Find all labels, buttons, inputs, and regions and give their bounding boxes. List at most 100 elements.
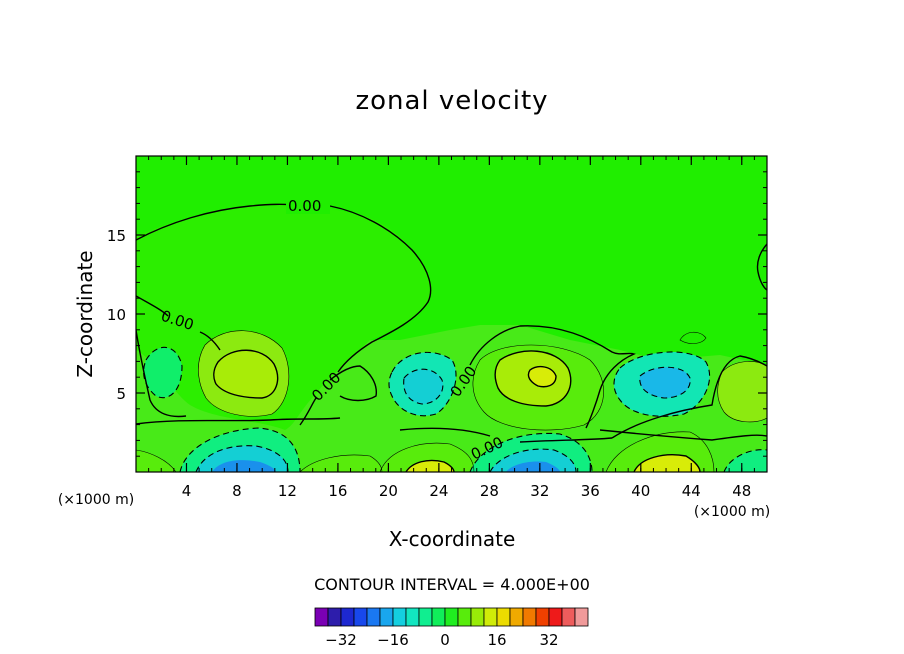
plot-area: 0.00 0.00 0.00 0.00 0.00 — [136, 156, 767, 472]
contour-line — [494, 350, 572, 407]
colorbar-swatch — [457, 607, 472, 627]
colorbar-swatch — [405, 607, 420, 627]
colorbar: −32 −16 0 16 32 — [314, 607, 589, 649]
feature-region — [403, 369, 443, 404]
contour-line — [639, 366, 691, 399]
contour-line — [472, 344, 604, 431]
colorbar-swatch — [353, 607, 368, 627]
contour-line — [723, 449, 767, 472]
feature-region — [380, 443, 474, 472]
feature-region — [143, 347, 182, 398]
zero-contour — [199, 331, 221, 351]
zero-contour — [469, 325, 636, 429]
colorbar-tick-label: −32 — [325, 631, 357, 649]
colorbar-swatch — [483, 607, 498, 627]
zero-contour — [136, 417, 341, 425]
colorbar-tick-label: 0 — [440, 631, 450, 649]
chart-title: zonal velocity — [355, 86, 549, 116]
contour-line — [605, 431, 715, 472]
thin-contours — [136, 330, 767, 472]
contour-line — [388, 351, 457, 417]
contour-line — [213, 349, 279, 399]
colorbar-tick-label: −16 — [377, 631, 409, 649]
zero-contour — [399, 427, 491, 437]
zero-contour — [329, 365, 377, 402]
feature-region — [717, 361, 767, 422]
colorbar-swatch — [392, 607, 407, 627]
x-unit-label: (×1000 m) — [694, 504, 770, 520]
contour-line — [179, 427, 301, 472]
colorbar-swatch — [379, 607, 394, 627]
x-tick-label: 28 — [480, 482, 499, 500]
contour-line — [613, 351, 711, 417]
feature-region — [724, 449, 767, 472]
colorbar-swatch — [418, 607, 433, 627]
zero-contour — [519, 437, 613, 443]
colorbar-swatch — [470, 607, 485, 627]
contour-line — [527, 365, 557, 388]
contour-line — [469, 432, 593, 472]
feature-region — [212, 460, 276, 472]
zero-contour — [329, 205, 432, 373]
feature-region — [528, 366, 556, 387]
colorbar-swatch — [509, 607, 524, 627]
zero-contour — [756, 243, 767, 291]
contour-label: 0.00 — [288, 197, 321, 215]
x-tick-label: 32 — [530, 482, 549, 500]
x-tick-label: 16 — [328, 482, 347, 500]
contour-line — [489, 448, 577, 472]
contour-line — [299, 454, 383, 472]
x-tick-label: 36 — [581, 482, 600, 500]
colorbar-swatch — [496, 607, 511, 627]
contour-line — [379, 442, 475, 472]
y-axis-label: Z-coordinate — [73, 250, 97, 377]
x-tick-label: 44 — [682, 482, 701, 500]
x-tick-label: 24 — [429, 482, 448, 500]
colorbar-swatch — [366, 607, 381, 627]
feature-region — [639, 367, 691, 398]
x-tick-label: 48 — [732, 482, 751, 500]
zero-contour — [136, 329, 187, 418]
zero-contour — [599, 429, 767, 441]
contour-line — [717, 361, 767, 423]
negative-contours — [143, 346, 767, 472]
feature-region — [506, 461, 560, 472]
x-tick-label: 40 — [631, 482, 650, 500]
x-tick-label: 8 — [232, 482, 242, 500]
colorbar-tick-label: 16 — [487, 631, 506, 649]
colorbar-swatch — [548, 607, 563, 627]
colorbar-swatch — [327, 607, 342, 627]
colorbar-swatch — [431, 607, 446, 627]
x-tick-label: 4 — [182, 482, 192, 500]
colorbar-swatch — [535, 607, 550, 627]
contour-lines — [136, 203, 767, 443]
x-tick-label: 12 — [278, 482, 297, 500]
colorbar-swatch — [444, 607, 459, 627]
feature-region — [300, 454, 382, 472]
contour-line — [405, 459, 455, 472]
x-axis-label: X-coordinate — [389, 527, 516, 551]
y-tick-label: 5 — [116, 385, 126, 403]
colorbar-swatch — [574, 607, 589, 627]
contour-line — [195, 445, 289, 472]
contour-line — [403, 368, 444, 405]
contour-interval-label: CONTOUR INTERVAL = 4.000E+00 — [314, 575, 590, 594]
y-tick-label: 10 — [107, 306, 126, 324]
feature-region — [213, 350, 278, 398]
highlight-contours — [213, 349, 701, 472]
contour-line — [198, 330, 290, 417]
zero-contour — [299, 397, 317, 426]
contour-line — [679, 331, 707, 344]
colorbar-swatch — [561, 607, 576, 627]
colorbar-swatch — [314, 607, 329, 627]
zero-contour — [611, 355, 767, 439]
y-unit-label: (×1000 m) — [58, 492, 134, 508]
y-tick-label: 15 — [107, 227, 126, 245]
feature-region — [136, 450, 176, 472]
zero-contour — [136, 203, 291, 241]
colorbar-swatch — [340, 607, 355, 627]
contour-line — [143, 346, 183, 399]
x-tick-label: 20 — [379, 482, 398, 500]
